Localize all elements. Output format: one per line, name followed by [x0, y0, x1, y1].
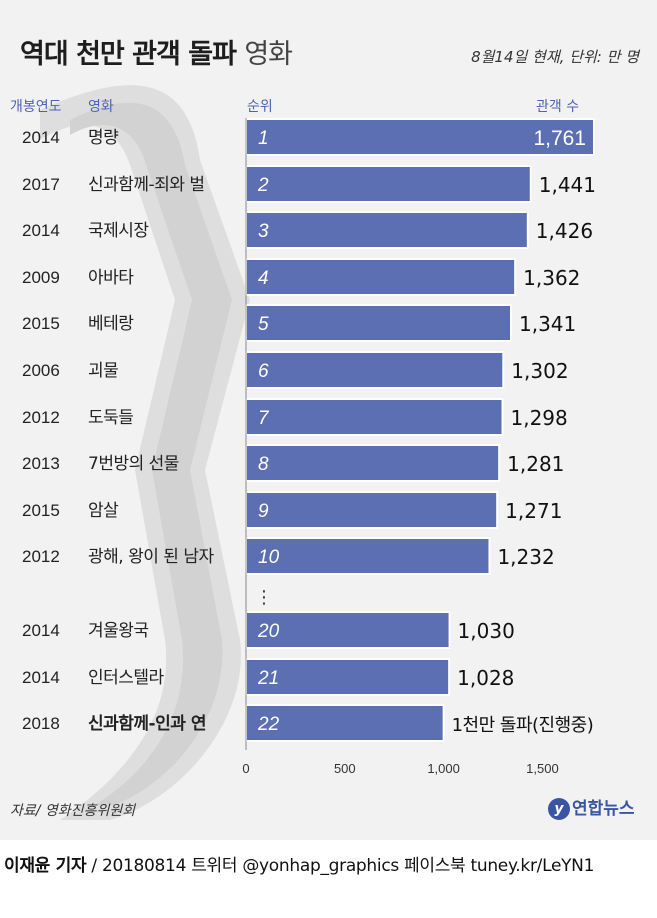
x-tick-label: 1,500 — [526, 761, 559, 776]
credit-line: 이재윤 기자 / 20180814 트위터 @yonhap_graphics 페… — [4, 851, 594, 876]
bar — [245, 537, 491, 575]
rank-label: 10 — [258, 547, 280, 568]
movie-label: 도둑들 — [88, 408, 133, 428]
year-label: 2014 — [22, 221, 60, 240]
value-label: 1,028 — [457, 666, 514, 690]
header-rank: 순위 — [247, 99, 273, 115]
year-label: 2012 — [22, 408, 60, 427]
bar — [245, 351, 505, 389]
x-tick-label: 0 — [242, 761, 249, 776]
year-label: 2014 — [22, 621, 60, 640]
value-label: 1,030 — [458, 619, 515, 643]
film-strip-decoration — [40, 85, 250, 821]
year-label: 2013 — [22, 454, 60, 473]
movie-label: 베테랑 — [88, 314, 134, 334]
movie-label: 신과함께-죄와 벌 — [88, 175, 205, 195]
value-label: 1,232 — [497, 545, 554, 569]
movie-label: 괴물 — [88, 361, 118, 381]
header-year: 개봉연도 — [10, 99, 62, 115]
rank-label: 21 — [257, 668, 279, 689]
title-bold: 역대 천만 관객 돌파 — [20, 39, 237, 70]
year-label: 2009 — [22, 268, 60, 287]
value-label: 1,341 — [519, 312, 576, 336]
year-label: 2017 — [22, 175, 60, 194]
movie-label: 7번방의 선물 — [88, 454, 179, 474]
rank-label: 4 — [258, 268, 269, 289]
bar — [245, 444, 501, 482]
source-note: 자료/ 영화진흥위원회 — [10, 803, 136, 819]
value-label: 1,298 — [511, 406, 568, 430]
rank-label: 2 — [257, 175, 269, 196]
bar — [245, 491, 499, 529]
bar — [245, 258, 517, 296]
bar — [245, 611, 451, 649]
bar — [245, 704, 445, 742]
chart-subtitle: 8월14일 현재, 단위: 만 명 — [471, 48, 639, 66]
x-tick-label: 1,000 — [427, 761, 460, 776]
bar — [245, 211, 529, 249]
credit-author: 이재윤 기자 — [4, 856, 87, 876]
logo-mark-icon: y — [548, 798, 570, 820]
bar — [245, 658, 451, 696]
movie-label: 아바타 — [88, 268, 134, 288]
movie-label: 광해, 왕이 된 남자 — [88, 547, 214, 567]
movie-label: 국제시장 — [88, 221, 149, 241]
rank-label: 22 — [257, 714, 280, 735]
movie-label: 겨울왕국 — [88, 621, 149, 641]
rank-label: 8 — [258, 454, 269, 475]
bar-chart: 2014 명량 1 1,761 2017 신과함께-죄와 벌 2 1,441 2014 국제시장 3… — [22, 118, 596, 776]
ellipsis: ⋮ — [255, 587, 273, 608]
title-light: 영화 — [244, 39, 293, 70]
header-movie: 영화 — [88, 99, 114, 115]
movie-label: 신과함께-인과 연 — [88, 713, 206, 734]
value-label: 1,426 — [536, 219, 593, 243]
rank-label: 3 — [258, 221, 269, 242]
x-tick-label: 500 — [334, 761, 356, 776]
infographic-card: 역대 천만 관객 돌파 영화 8월14일 현재, 단위: 만 명 개봉연도 영화… — [0, 0, 657, 840]
value-label: 1,441 — [539, 173, 596, 197]
bar — [245, 118, 595, 156]
movie-label: 명량 — [88, 128, 119, 148]
year-label: 2014 — [22, 128, 60, 147]
bar — [245, 165, 532, 203]
rank-label: 6 — [258, 361, 269, 382]
value-label: 1,271 — [505, 499, 562, 523]
movie-label: 암살 — [88, 501, 119, 521]
bar — [245, 398, 504, 436]
value-label: 1,362 — [523, 266, 580, 290]
year-label: 2006 — [22, 361, 60, 380]
rank-label: 9 — [258, 501, 269, 522]
value-label: 1천만 돌파(진행중) — [452, 715, 594, 736]
header-count: 관객 수 — [536, 99, 580, 115]
yonhap-logo: y 연합뉴스 — [548, 794, 635, 820]
bar — [245, 304, 513, 342]
year-label: 2015 — [22, 314, 60, 333]
value-label: 1,761 — [533, 127, 586, 150]
year-label: 2018 — [22, 714, 60, 733]
rank-label: 1 — [258, 128, 269, 149]
rank-label: 7 — [258, 408, 270, 429]
year-label: 2015 — [22, 501, 60, 520]
rank-label: 5 — [258, 314, 269, 335]
logo-text: 연합뉴스 — [572, 799, 635, 819]
value-label: 1,302 — [511, 359, 568, 383]
credit-rest: / 20180814 트위터 @yonhap_graphics 페이스북 tun… — [86, 856, 595, 876]
year-label: 2014 — [22, 668, 60, 687]
rank-label: 20 — [257, 621, 280, 642]
year-label: 2012 — [22, 547, 60, 566]
value-label: 1,281 — [507, 452, 564, 476]
chart-title: 역대 천만 관객 돌파 영화 — [20, 32, 293, 71]
movie-label: 인터스텔라 — [88, 668, 165, 688]
